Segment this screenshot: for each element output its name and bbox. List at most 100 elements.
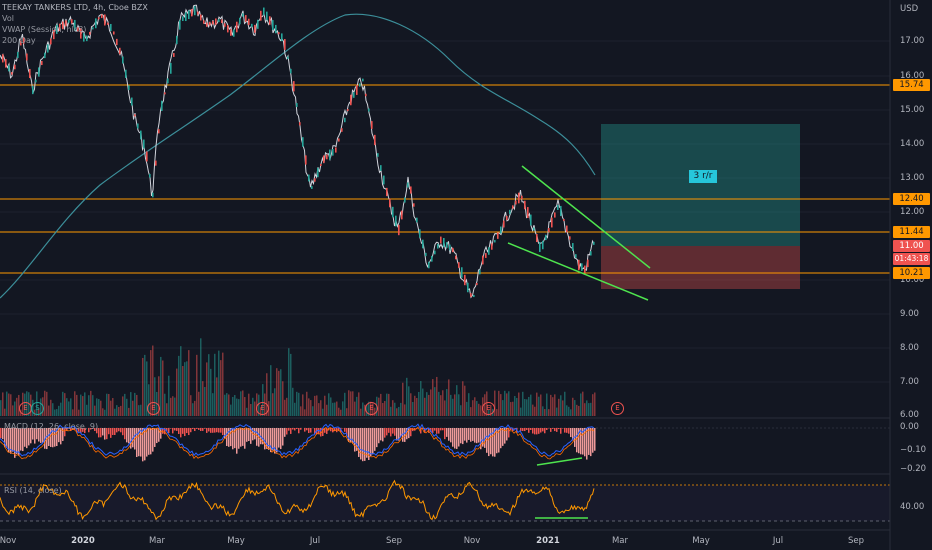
earnings-event-icon[interactable]: E xyxy=(365,402,378,415)
candle xyxy=(113,31,115,35)
macd-bar xyxy=(70,428,72,432)
macd-bar xyxy=(122,428,124,436)
rsi-legend[interactable]: RSI (14, close) xyxy=(4,486,62,495)
split-event-icon[interactable]: S xyxy=(31,402,44,415)
stop-loss-zone[interactable] xyxy=(601,246,800,289)
chart-legend[interactable]: TEEKAY TANKERS LTD, 4h, Cboe BZX Vol VWA… xyxy=(2,2,148,46)
volume-bar xyxy=(320,400,322,416)
price-tick: 6.00 xyxy=(900,410,919,420)
level-tag-11-44[interactable]: 11.44 xyxy=(893,226,930,238)
volume-bar xyxy=(386,393,388,416)
rsi-line xyxy=(0,479,595,521)
macd-legend[interactable]: MACD (12, 26, close, 9) xyxy=(4,422,99,431)
macd-bar xyxy=(178,428,180,434)
macd-bar xyxy=(114,428,116,435)
volume-bar xyxy=(542,406,544,416)
volume-bar xyxy=(134,392,136,416)
macd-bar xyxy=(460,428,462,444)
volume-bar xyxy=(432,379,434,416)
macd-bar xyxy=(512,428,514,432)
legend-vwap[interactable]: VWAP (Session, hlc3) xyxy=(2,25,87,34)
macd-bar xyxy=(572,428,574,441)
volume-bar xyxy=(346,408,348,416)
volume-bar xyxy=(530,394,532,416)
macd-divergence-line[interactable] xyxy=(536,457,583,466)
price-tick: 10.00 xyxy=(900,275,925,285)
volume-bar xyxy=(422,388,424,416)
candle xyxy=(266,11,268,21)
macd-bar xyxy=(330,428,332,432)
volume-bar xyxy=(318,403,320,416)
last-price-tag[interactable]: 11.00 xyxy=(893,240,930,252)
volume-bar xyxy=(72,409,74,416)
macd-bar xyxy=(448,428,450,441)
candle xyxy=(215,18,217,25)
macd-bar xyxy=(32,428,34,440)
candle xyxy=(359,83,361,87)
earnings-event-icon[interactable]: E xyxy=(147,402,160,415)
macd-bar xyxy=(36,428,38,440)
legend-vol[interactable]: Vol xyxy=(2,14,14,23)
volume-bar xyxy=(82,396,84,416)
macd-bar xyxy=(526,428,528,430)
legend-sma[interactable]: 200 Day xyxy=(2,36,36,45)
volume-bar xyxy=(270,365,272,416)
candle xyxy=(329,149,331,160)
level-tag-15-74[interactable]: 15.74 xyxy=(893,79,930,91)
candle xyxy=(155,160,157,166)
volume-bar xyxy=(130,392,132,416)
volume-bar xyxy=(426,392,428,416)
macd-bar xyxy=(0,428,2,439)
level-tag-10-21[interactable]: 10.21 xyxy=(893,267,930,279)
macd-bar xyxy=(160,428,162,439)
macd-bar xyxy=(20,428,22,451)
macd-bar xyxy=(348,428,350,443)
volume-bar xyxy=(508,391,510,416)
volume-bar xyxy=(14,401,16,416)
candle xyxy=(458,262,460,268)
volume-bar xyxy=(568,406,570,416)
candle xyxy=(356,85,358,95)
volume-bar xyxy=(94,405,96,416)
macd-bar xyxy=(126,428,128,443)
earnings-event-icon[interactable]: E xyxy=(256,402,269,415)
volume-bar xyxy=(102,408,104,416)
symbol-title[interactable]: TEEKAY TANKERS LTD, 4h, Cboe BZX xyxy=(2,3,148,12)
macd-bar xyxy=(424,428,426,433)
macd-bar xyxy=(38,428,40,442)
macd-bar xyxy=(132,428,134,448)
volume-bar xyxy=(292,387,294,416)
macd-bar xyxy=(270,428,272,453)
horizontal-levels[interactable] xyxy=(0,84,890,274)
volume-bar xyxy=(590,402,592,416)
risk-reward-label[interactable]: 3 r/r xyxy=(689,170,717,183)
macd-bar xyxy=(554,428,556,432)
volume-bar xyxy=(88,395,90,416)
macd-bar xyxy=(366,428,368,458)
profit-target-zone[interactable] xyxy=(601,124,800,246)
macd-bar xyxy=(360,428,362,460)
volume-bar xyxy=(480,405,482,416)
level-tag-12-40[interactable]: 12.40 xyxy=(893,193,930,205)
volume-bar xyxy=(594,392,596,416)
volume-bar xyxy=(254,401,256,416)
macd-bar xyxy=(46,428,48,450)
macd-bar xyxy=(112,428,114,435)
earnings-event-icon[interactable]: E xyxy=(611,402,624,415)
macd-bar xyxy=(224,428,226,439)
volume-bar xyxy=(322,408,324,416)
macd-bar xyxy=(88,428,90,433)
macd-bar xyxy=(546,428,548,430)
volume-bar xyxy=(128,407,130,416)
volume-bar xyxy=(538,396,540,416)
macd-bar xyxy=(120,428,122,433)
volume-bar xyxy=(186,361,188,416)
candle xyxy=(71,19,73,24)
volume-bar xyxy=(420,381,422,416)
volume-bar xyxy=(124,393,126,416)
earnings-event-icon[interactable]: E xyxy=(482,402,495,415)
wedge-lines[interactable] xyxy=(507,165,651,301)
volume-bar xyxy=(236,398,238,416)
volume-bar xyxy=(202,381,204,416)
